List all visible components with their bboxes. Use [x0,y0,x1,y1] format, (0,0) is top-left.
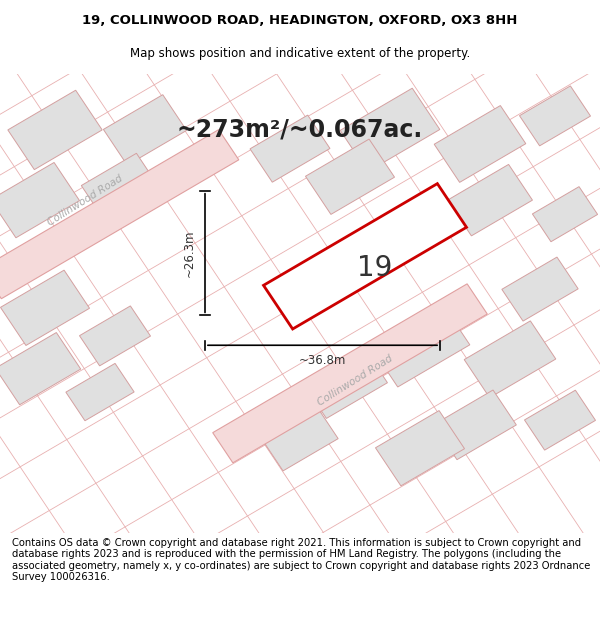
Polygon shape [370,304,470,387]
Polygon shape [250,115,330,182]
Text: Collinwood Road: Collinwood Road [316,354,394,408]
Polygon shape [0,332,81,405]
Polygon shape [464,321,556,398]
Polygon shape [79,306,151,366]
Polygon shape [520,86,590,146]
Polygon shape [502,257,578,321]
Text: Contains OS data © Crown copyright and database right 2021. This information is : Contains OS data © Crown copyright and d… [12,538,590,582]
Text: 19: 19 [358,254,392,281]
Polygon shape [532,187,598,242]
Text: ~36.8m: ~36.8m [299,354,346,367]
Polygon shape [434,390,517,459]
Polygon shape [305,139,395,214]
Polygon shape [1,270,89,346]
Polygon shape [262,407,338,471]
Polygon shape [340,88,440,172]
Polygon shape [524,390,596,450]
Text: Map shows position and indicative extent of the property.: Map shows position and indicative extent… [130,47,470,59]
Polygon shape [448,164,532,236]
Polygon shape [0,129,239,299]
Polygon shape [66,363,134,421]
Text: ~26.3m: ~26.3m [182,229,196,277]
Polygon shape [376,411,464,486]
Polygon shape [263,184,466,329]
Polygon shape [213,284,487,463]
Polygon shape [0,162,80,238]
Text: 19, COLLINWOOD ROAD, HEADINGTON, OXFORD, OX3 8HH: 19, COLLINWOOD ROAD, HEADINGTON, OXFORD,… [82,14,518,27]
Polygon shape [8,90,102,169]
Text: Collinwood Road: Collinwood Road [46,173,124,228]
Polygon shape [82,153,158,219]
Polygon shape [434,106,526,182]
Polygon shape [103,95,187,165]
Text: ~273m²/~0.067ac.: ~273m²/~0.067ac. [177,118,423,142]
Polygon shape [302,347,388,418]
